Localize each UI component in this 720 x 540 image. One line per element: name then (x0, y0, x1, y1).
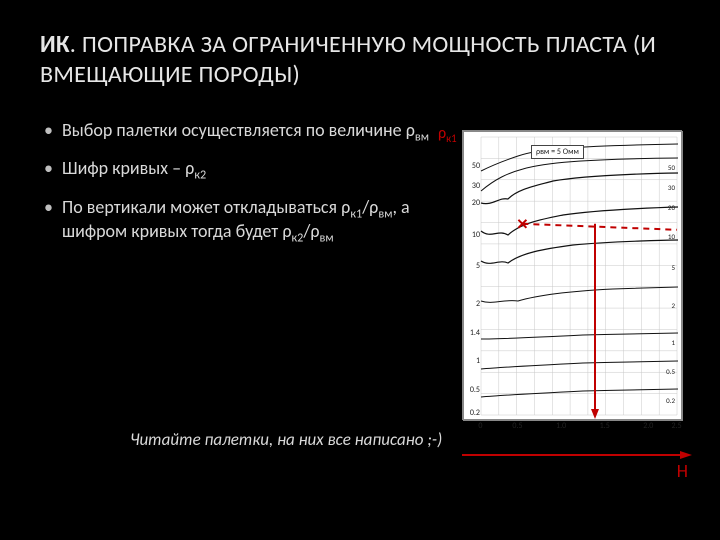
ytick: 0.5 (464, 385, 480, 395)
slide-title: ИК. ПОПРАВКА ЗА ОГРАНИЧЕННУЮ МОЩНОСТЬ ПЛ… (40, 30, 680, 90)
bullet-list: Выбор палетки осуществляется по величине… (40, 118, 440, 257)
title-bold: ИК (40, 30, 70, 59)
xtick: 0 (478, 421, 482, 431)
ytick: 1 (464, 356, 480, 366)
nomogram-chart: ρвм = 5 Омм 0.20.511.4251020305000.51.01… (462, 130, 682, 420)
curve-label: 0.5 (666, 367, 675, 376)
xtick: 2.0 (643, 421, 653, 431)
ytick: 20 (464, 198, 480, 208)
curve-label: 50 (668, 163, 675, 172)
ytick: 50 (464, 161, 480, 171)
xtick: 0.5 (512, 421, 522, 431)
bullet-1: Выбор палетки осуществляется по величине… (40, 118, 440, 142)
curve-label: 20 (668, 203, 675, 212)
chart-panel: ρк1 ρк2 ρвм = 5 Омм 0.20.511.42510203050… (442, 130, 692, 420)
curve-label: 10 (668, 232, 675, 241)
ytick: 0.2 (464, 408, 480, 418)
ytick: 5 (464, 261, 480, 271)
footer-note: Читайте палетки, на них все написано ;-) (130, 429, 442, 450)
ytick: 2 (464, 299, 480, 309)
bullet-2: Шифр кривых – ρк2 (40, 156, 440, 180)
ytick: 30 (464, 181, 480, 191)
xtick: 1.0 (556, 421, 566, 431)
curve-label: 5 (671, 263, 675, 272)
curve-label: 1 (671, 338, 675, 347)
xtick: 2.5 (672, 421, 682, 431)
ytick: 10 (464, 230, 480, 240)
h-axis-arrow (462, 450, 692, 460)
chart-legend: ρвм = 5 Омм (531, 145, 584, 159)
title-rest: . ПОПРАВКА ЗА ОГРАНИЧЕННУЮ МОЩНОСТЬ ПЛАС… (40, 30, 656, 89)
curve-label: 0.2 (666, 396, 675, 405)
curve-label: 30 (668, 183, 675, 192)
rho-k1-label: ρк1 (438, 124, 457, 143)
h-axis-label: H (677, 460, 688, 482)
curve-label: 2 (671, 301, 675, 310)
xtick: 1.5 (600, 421, 610, 431)
bullet-3: По вертикали может откладываться ρк1/ρвм… (40, 195, 440, 244)
ytick: 1.4 (464, 328, 480, 338)
chart-svg (463, 131, 683, 421)
